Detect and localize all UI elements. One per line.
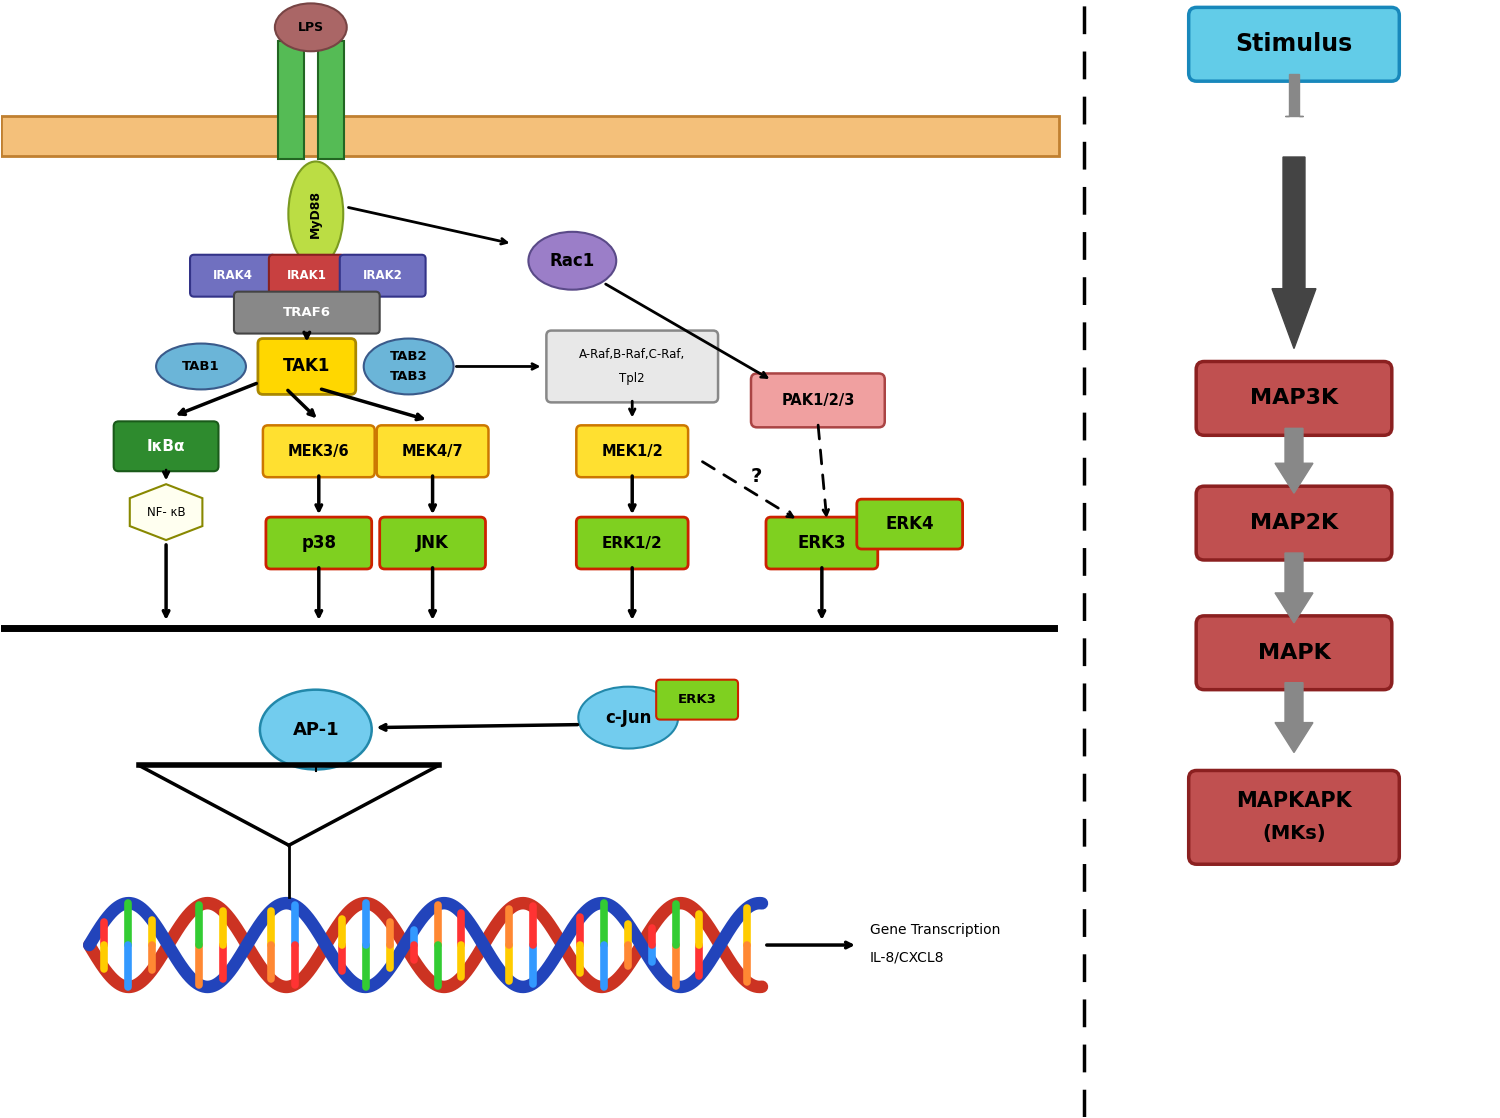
Text: ERK1/2: ERK1/2 xyxy=(602,536,663,550)
Ellipse shape xyxy=(579,686,678,749)
FancyBboxPatch shape xyxy=(258,339,356,395)
Text: ?: ? xyxy=(750,466,762,485)
Text: MyD88: MyD88 xyxy=(309,190,322,238)
FancyBboxPatch shape xyxy=(262,425,375,477)
Polygon shape xyxy=(130,484,203,540)
Text: IRAK4: IRAK4 xyxy=(213,269,254,282)
FancyBboxPatch shape xyxy=(1196,486,1392,560)
Text: IκBα: IκBα xyxy=(147,438,186,454)
Ellipse shape xyxy=(260,690,372,769)
Text: AP-1: AP-1 xyxy=(292,721,339,739)
Ellipse shape xyxy=(363,339,453,395)
FancyArrow shape xyxy=(1275,553,1312,623)
Text: c-Jun: c-Jun xyxy=(604,709,651,727)
Text: Stimulus: Stimulus xyxy=(1236,32,1353,56)
Text: IRAK2: IRAK2 xyxy=(363,269,402,282)
Ellipse shape xyxy=(528,231,616,290)
Text: Gene Transcription: Gene Transcription xyxy=(870,923,1000,937)
FancyBboxPatch shape xyxy=(656,680,738,720)
Text: ERK4: ERK4 xyxy=(885,515,934,533)
Text: p38: p38 xyxy=(302,534,336,552)
FancyArrow shape xyxy=(1286,74,1304,116)
Text: TRAF6: TRAF6 xyxy=(284,306,332,319)
FancyBboxPatch shape xyxy=(268,255,345,296)
Text: MAPK: MAPK xyxy=(1257,643,1330,663)
Text: MEK3/6: MEK3/6 xyxy=(288,444,350,458)
Text: ERK3: ERK3 xyxy=(678,693,717,707)
FancyBboxPatch shape xyxy=(190,255,276,296)
FancyArrow shape xyxy=(1275,683,1312,752)
Text: TAB2: TAB2 xyxy=(390,350,427,363)
Text: IL-8/CXCL8: IL-8/CXCL8 xyxy=(870,950,945,964)
FancyArrow shape xyxy=(1275,428,1312,493)
FancyBboxPatch shape xyxy=(576,518,688,569)
FancyBboxPatch shape xyxy=(576,425,688,477)
FancyBboxPatch shape xyxy=(1196,616,1392,690)
Text: TAK1: TAK1 xyxy=(284,358,330,376)
Bar xyxy=(278,41,304,159)
FancyBboxPatch shape xyxy=(1196,361,1392,435)
Bar xyxy=(318,41,344,159)
FancyBboxPatch shape xyxy=(752,373,885,427)
Ellipse shape xyxy=(274,3,346,51)
FancyBboxPatch shape xyxy=(546,331,718,402)
Text: ERK3: ERK3 xyxy=(798,534,846,552)
Ellipse shape xyxy=(156,343,246,389)
Text: JNK: JNK xyxy=(416,534,448,552)
Text: PAK1/2/3: PAK1/2/3 xyxy=(782,392,855,408)
FancyBboxPatch shape xyxy=(266,518,372,569)
Text: (MKs): (MKs) xyxy=(1262,824,1326,843)
Text: Rac1: Rac1 xyxy=(549,252,596,269)
FancyBboxPatch shape xyxy=(1188,770,1400,864)
FancyBboxPatch shape xyxy=(234,292,380,333)
FancyArrow shape xyxy=(1272,157,1316,349)
Text: TAB3: TAB3 xyxy=(390,370,427,383)
Text: MAP2K: MAP2K xyxy=(1250,513,1338,533)
FancyBboxPatch shape xyxy=(376,425,489,477)
Text: MEK1/2: MEK1/2 xyxy=(602,444,663,458)
Text: MAPKAPK: MAPKAPK xyxy=(1236,792,1352,812)
Bar xyxy=(2,116,1059,157)
FancyBboxPatch shape xyxy=(766,518,877,569)
Text: A-Raf,B-Raf,C-Raf,: A-Raf,B-Raf,C-Raf, xyxy=(579,348,686,361)
FancyBboxPatch shape xyxy=(856,499,963,549)
Text: TAB1: TAB1 xyxy=(182,360,220,373)
FancyBboxPatch shape xyxy=(380,518,486,569)
Text: Tpl2: Tpl2 xyxy=(620,372,645,385)
Text: IRAK1: IRAK1 xyxy=(286,269,327,282)
Text: NF- κB: NF- κB xyxy=(147,505,186,519)
Ellipse shape xyxy=(288,161,344,266)
Text: MAP3K: MAP3K xyxy=(1250,388,1338,408)
FancyBboxPatch shape xyxy=(340,255,426,296)
FancyBboxPatch shape xyxy=(114,421,219,471)
Text: LPS: LPS xyxy=(298,21,324,34)
FancyBboxPatch shape xyxy=(1188,8,1400,82)
Text: MEK4/7: MEK4/7 xyxy=(402,444,464,458)
